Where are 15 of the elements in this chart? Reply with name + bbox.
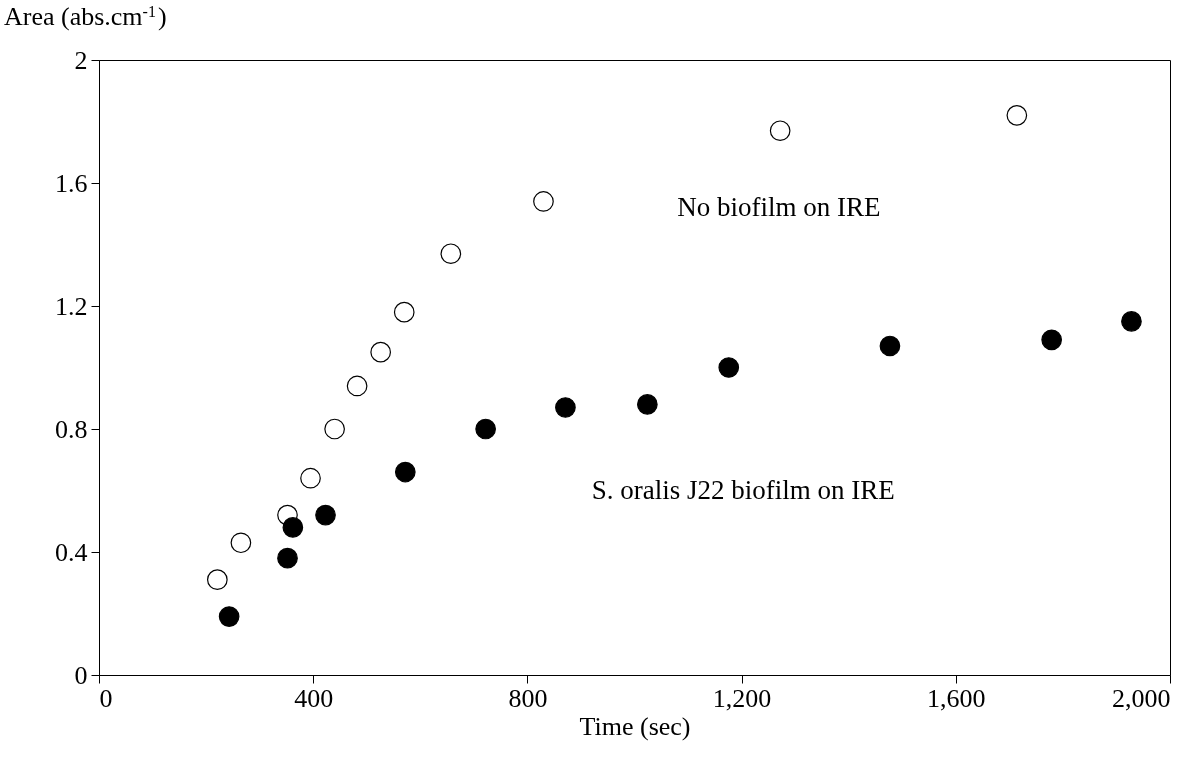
x-tick-label: 400 [294, 683, 334, 713]
y-tick-label: 0 [74, 660, 88, 690]
y-tick-label: 0.4 [55, 537, 88, 567]
y-tick-label: 2 [74, 45, 88, 75]
text: S. oralis J22 biofilm on IRE [591, 474, 895, 505]
x-tick-label: 1,600 [927, 683, 986, 713]
y-tick-label: 1.2 [55, 291, 88, 321]
x-tick-label: 800 [508, 683, 548, 713]
x-tick-label: 0 [99, 683, 113, 713]
x-axis-title: Time (sec) [579, 711, 691, 741]
x-tick-label: 2,000 [1112, 683, 1171, 713]
x-tick-label: 1,200 [712, 683, 772, 713]
y-tick-label: 0.8 [55, 414, 88, 444]
text: No biofilm on IRE [677, 191, 881, 222]
y-tick-label: 1.6 [55, 168, 88, 198]
